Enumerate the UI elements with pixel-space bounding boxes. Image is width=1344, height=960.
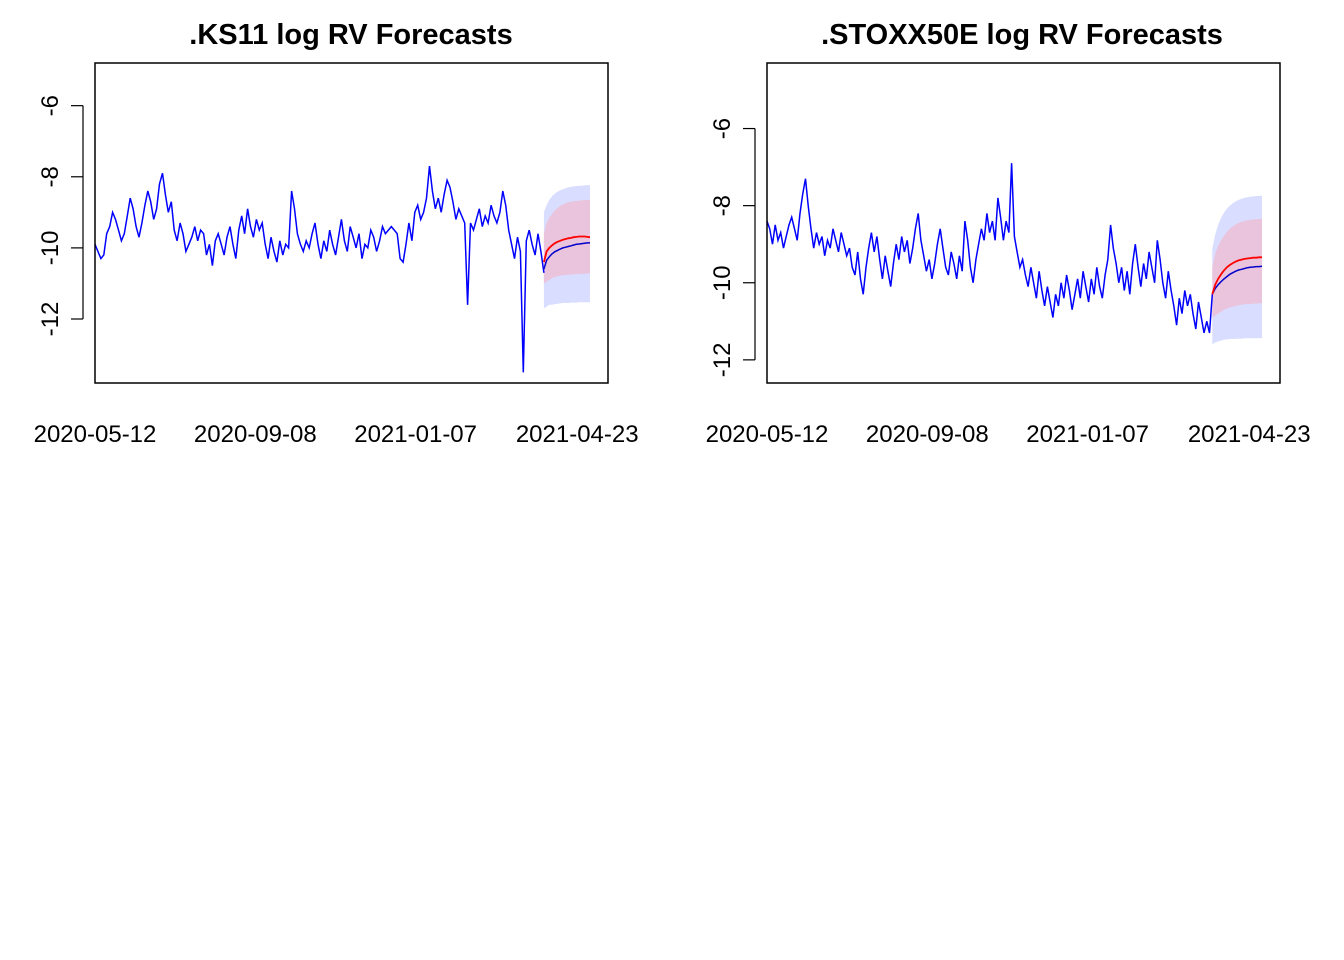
y-tick-label: -6 <box>709 118 736 139</box>
y-axis: -6 -8 -10 -12 <box>37 95 84 337</box>
x-tick-label: 2020-09-08 <box>866 421 989 448</box>
x-tick-label: 2020-05-12 <box>706 421 829 448</box>
series-lines <box>94 166 591 373</box>
chart-title: .STOXX50E log RV Forecasts <box>821 19 1223 51</box>
x-tick-label: 2020-09-08 <box>194 421 317 448</box>
chart-title: .KS11 log RV Forecasts <box>189 19 512 51</box>
forecast-mean-line <box>543 235 591 263</box>
x-axis: 2020-05-12 2020-09-08 2021-01-07 2021-04-23 <box>34 421 639 448</box>
forecast-median-line <box>543 242 590 270</box>
x-axis: 2020-05-12 2020-09-08 2021-01-07 2021-04-23 <box>706 421 1311 448</box>
history-line <box>766 163 1214 334</box>
y-tick-label: -12 <box>37 302 64 337</box>
x-tick-label: 2021-04-23 <box>1188 421 1311 448</box>
panel-stoxx50e: .STOXX50E log RV Forecasts -6 -8 -10 -12 20… <box>706 19 1311 448</box>
y-tick-label: -10 <box>37 231 64 266</box>
history-line <box>94 166 545 373</box>
x-tick-label: 2021-04-23 <box>516 421 639 448</box>
forecast-band-inner <box>543 199 590 284</box>
forecast-band-inner <box>1212 218 1262 318</box>
y-axis: -6 -8 -10 -12 <box>709 118 756 378</box>
forecast-mean-line <box>1211 256 1262 295</box>
panel-ks11: .KS11 log RV Forecasts -6 -8 -10 -12 2020-0… <box>34 19 639 448</box>
y-tick-label: -8 <box>37 166 64 187</box>
y-tick-label: -10 <box>709 265 736 300</box>
y-tick-label: -8 <box>709 195 736 216</box>
forecast-median-line <box>1211 265 1263 295</box>
y-tick-label: -12 <box>709 343 736 378</box>
y-tick-label: -6 <box>37 95 64 116</box>
plot-frame <box>766 62 1281 384</box>
x-tick-label: 2021-01-07 <box>354 421 477 448</box>
plot-frame <box>94 62 609 384</box>
x-tick-label: 2020-05-12 <box>34 421 157 448</box>
series-lines <box>766 163 1263 334</box>
x-tick-label: 2021-01-07 <box>1026 421 1149 448</box>
